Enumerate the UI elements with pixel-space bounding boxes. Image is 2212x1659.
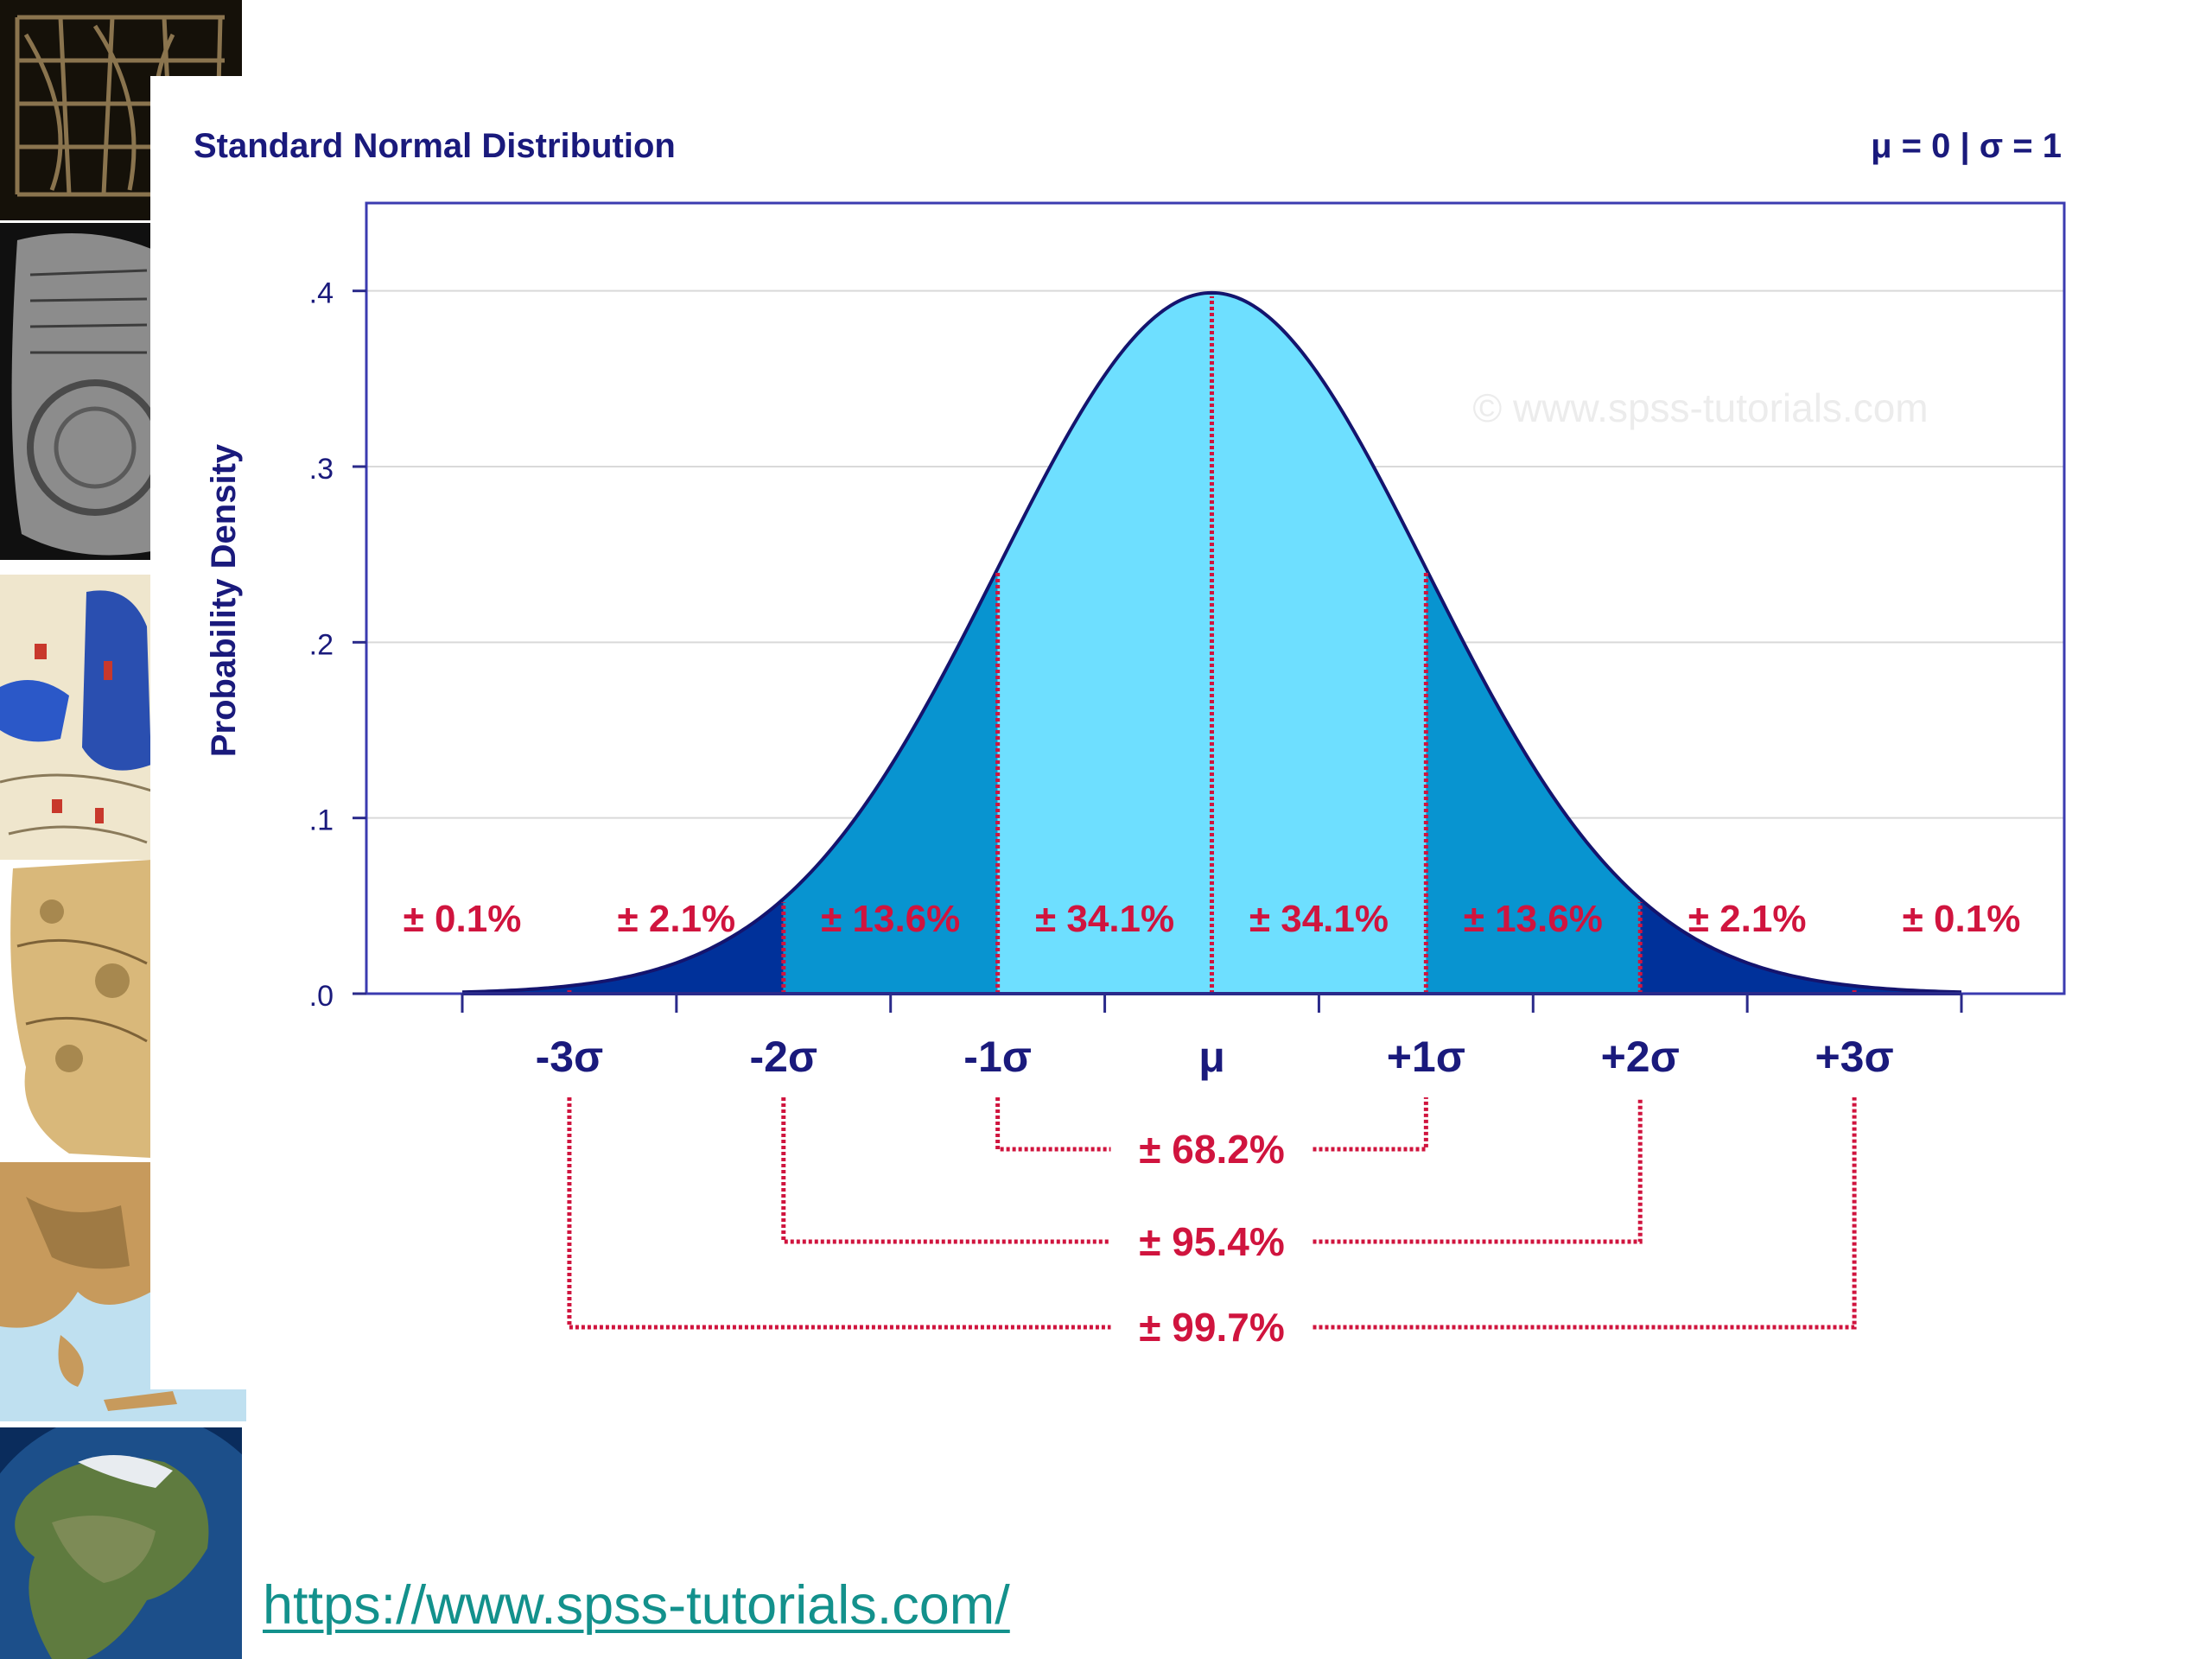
sigma-label-0: -3σ [536, 1033, 604, 1081]
sigma-labels: -3σ -2σ -1σ μ +1σ +2σ +3σ [536, 1033, 1894, 1081]
parchment-map-icon [10, 860, 151, 1158]
north-america-globe-icon [0, 1427, 242, 1659]
region-labels: ± 0.1% ± 2.1% ± 13.6% ± 34.1% ± 34.1% ± 13.6%… [404, 898, 2021, 940]
bracket-left-0 [995, 1097, 1111, 1152]
region-label-5: ± 13.6% [1464, 898, 1603, 940]
region-label-4: ± 34.1% [1249, 898, 1389, 940]
thumbnail-illuminated-map [0, 575, 151, 860]
source-link[interactable]: https://www.spss-tutorials.com/ [263, 1575, 1010, 1636]
y-axis-ticks: .0 .1 .2 .3 .4 [309, 277, 366, 1013]
region-label-0: ± 0.1% [404, 898, 522, 940]
thumbnail-north-america-globe [0, 1427, 242, 1659]
bracket-left-1 [781, 1097, 1111, 1244]
chart-subtitle: μ = 0 | σ = 1 [1871, 127, 2062, 165]
thumbnail-clay-tablet-map [0, 223, 151, 560]
bracket-left-2 [567, 1097, 1111, 1330]
y-tick-label-0: .0 [309, 980, 334, 1013]
clay-tablet-map-icon [0, 223, 151, 560]
region-3 [997, 292, 1212, 994]
region-label-1: ± 2.1% [618, 898, 736, 940]
watermark: © www.spss-tutorials.com [1472, 385, 1928, 430]
y-tick-label-4: .4 [309, 277, 334, 310]
region-4 [1211, 292, 1427, 994]
sigma-label-2: -1σ [963, 1033, 1032, 1081]
y-tick-label-3: .3 [309, 453, 334, 486]
sigma-label-1: -2σ [749, 1033, 817, 1081]
bracket-label-1: ± 95.4% [1139, 1219, 1284, 1264]
bracket-right-1 [1313, 1097, 1643, 1244]
bracket-right-0 [1313, 1097, 1428, 1152]
sigma-label-4: +1σ [1387, 1033, 1465, 1081]
illuminated-map-icon [0, 575, 151, 860]
y-tick-label-1: .1 [309, 804, 334, 837]
y-tick-label-2: .2 [309, 628, 334, 661]
region-6 [1640, 899, 1961, 994]
region-label-6: ± 2.1% [1688, 898, 1807, 940]
region-label-3: ± 34.1% [1035, 898, 1174, 940]
sigma-label-6: +3σ [1815, 1033, 1893, 1081]
bracket-label-0: ± 68.2% [1139, 1127, 1284, 1172]
region-label-2: ± 13.6% [821, 898, 960, 940]
thumbnail-parchment-map [0, 860, 151, 1162]
chart-title: Standard Normal Distribution [194, 127, 676, 165]
density-curve [461, 290, 1962, 995]
y-axis-title: Probability Density [205, 443, 243, 757]
sigma-label-5: +2σ [1601, 1033, 1680, 1081]
x-axis [461, 992, 1963, 1013]
sigma-label-3: μ [1198, 1033, 1225, 1081]
region-label-7: ± 0.1% [1903, 898, 2021, 940]
region-0 [462, 899, 784, 994]
bracket-label-2: ± 99.7% [1139, 1305, 1284, 1350]
bracket-right-2 [1313, 1097, 1857, 1330]
coverage-brackets: ± 68.2% ± 95.4% ± 99.7% [567, 1097, 1857, 1350]
